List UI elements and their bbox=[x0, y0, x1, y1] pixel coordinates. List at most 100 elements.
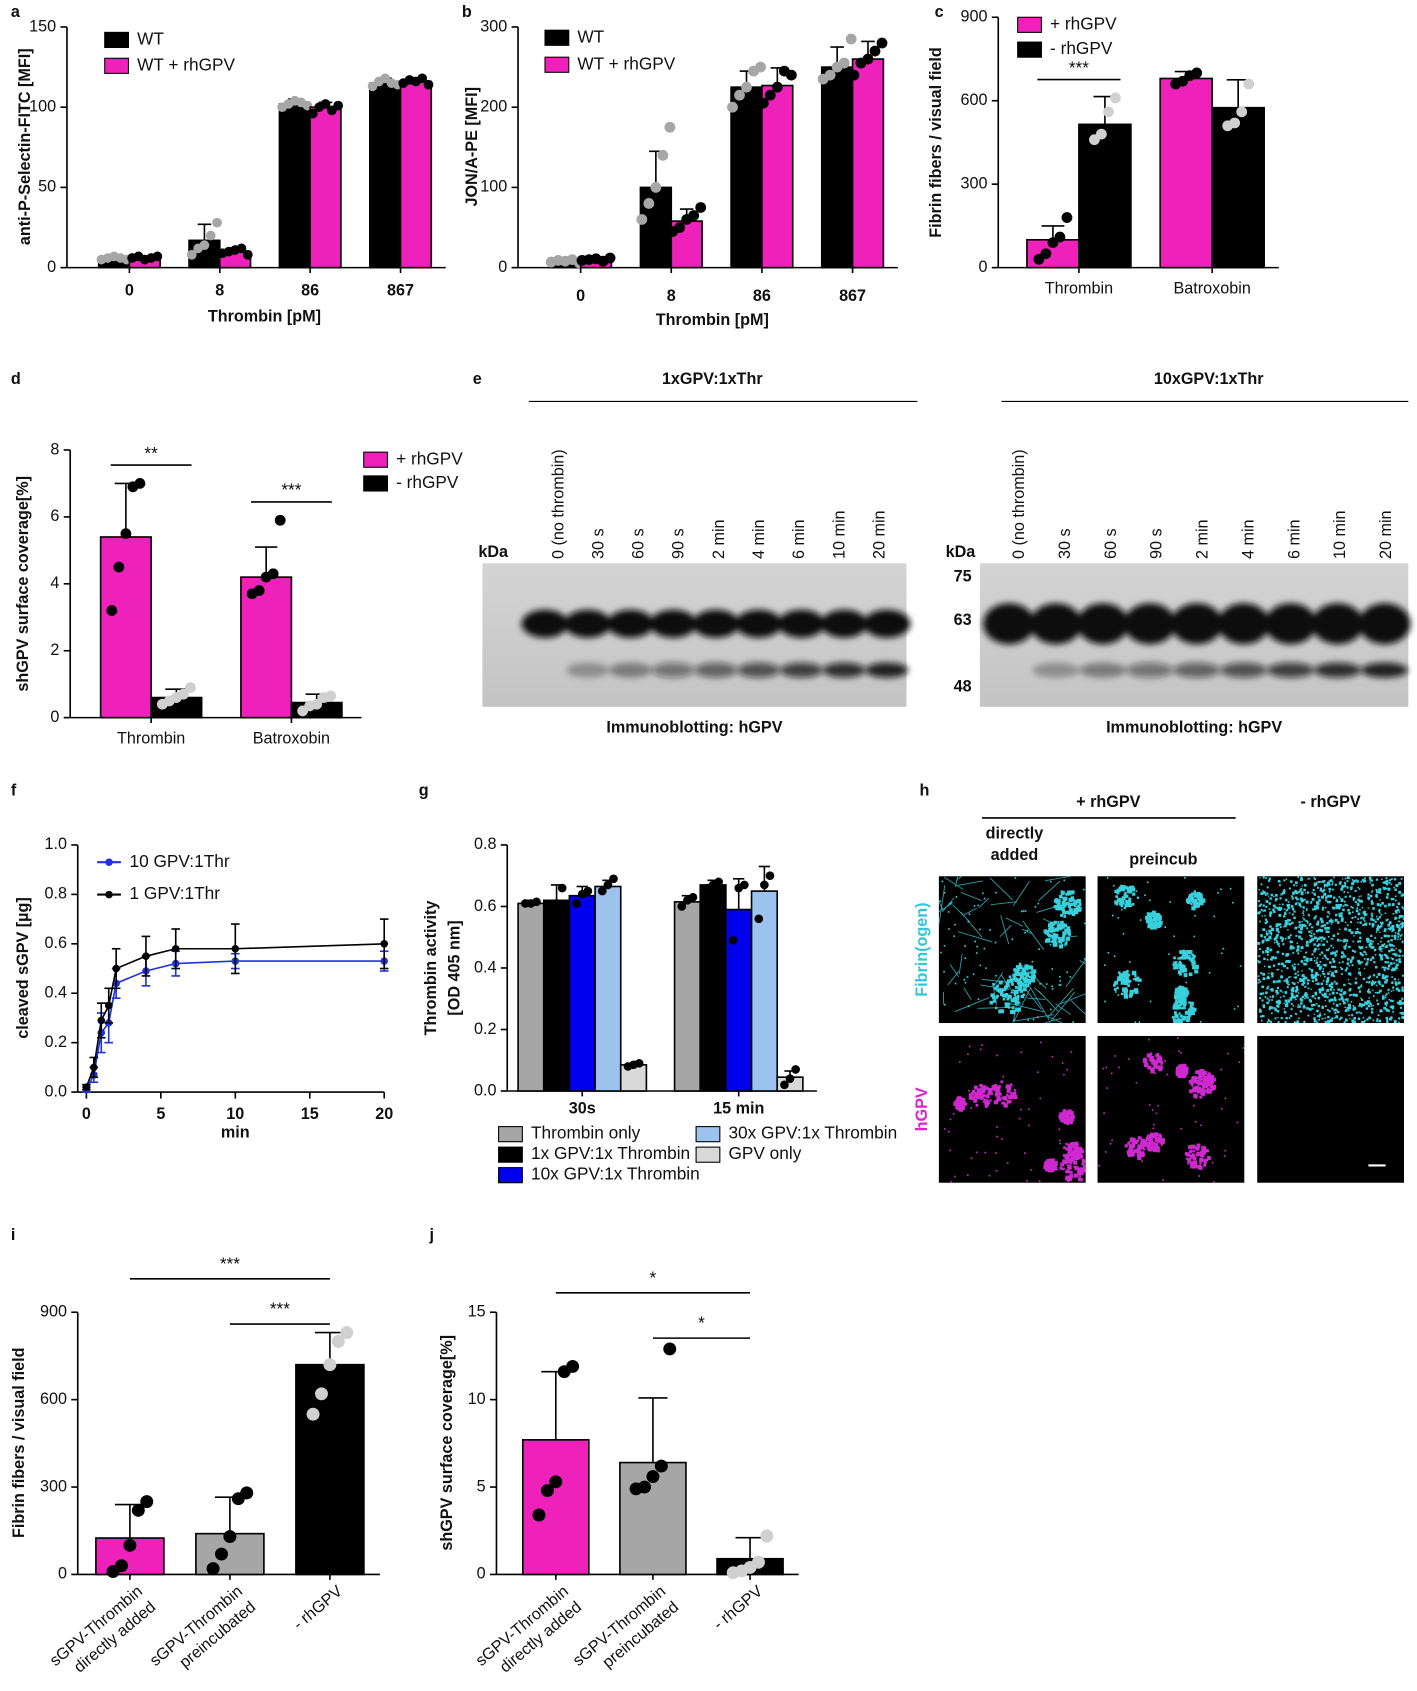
data-point bbox=[862, 53, 874, 65]
data-point bbox=[223, 1530, 237, 1544]
band-48 bbox=[1173, 662, 1221, 678]
row-label: Fibrin(ogen) bbox=[913, 902, 931, 996]
unit-label: kDa bbox=[946, 543, 977, 561]
data-point bbox=[566, 1359, 580, 1373]
data-point bbox=[791, 1065, 800, 1074]
x-tick-label: 0 bbox=[576, 287, 585, 305]
data-point bbox=[253, 585, 265, 596]
band-48 bbox=[865, 662, 909, 678]
x-tick-label: 0 bbox=[125, 282, 134, 300]
y-tick-label: 0.8 bbox=[474, 835, 496, 853]
bar bbox=[673, 901, 702, 1092]
bar bbox=[309, 106, 342, 269]
y-tick-label: 100 bbox=[480, 178, 507, 196]
lane-label: 4 min bbox=[1239, 519, 1257, 559]
error-bar bbox=[735, 1536, 765, 1559]
y-tick-label: 6 bbox=[50, 507, 59, 525]
lane-label: 20 min bbox=[1377, 510, 1395, 559]
gel-title: 10xGPV:1xThr bbox=[1154, 370, 1264, 388]
y-tick-label: 0.4 bbox=[44, 984, 66, 1002]
bar bbox=[619, 1461, 687, 1576]
x-axis-label: Thrombin [pM] bbox=[208, 308, 321, 326]
data-point bbox=[113, 561, 125, 573]
bar bbox=[725, 908, 753, 1092]
data-point bbox=[824, 69, 836, 81]
data-point bbox=[97, 1016, 106, 1025]
band-63 bbox=[735, 609, 783, 638]
row-label: hGPV bbox=[913, 1087, 931, 1131]
data-point bbox=[760, 880, 769, 890]
data-point bbox=[572, 899, 581, 908]
data-point bbox=[206, 1562, 220, 1576]
data-point bbox=[757, 97, 769, 109]
data-point bbox=[115, 1559, 128, 1573]
y-tick-label: 10 bbox=[468, 1390, 486, 1408]
data-point bbox=[231, 944, 240, 953]
band-63 bbox=[1030, 603, 1082, 645]
data-point bbox=[142, 952, 150, 960]
x-tick-label: Thrombin bbox=[117, 729, 185, 747]
y-tick-label: 0.6 bbox=[44, 934, 66, 952]
y-tick-label: 900 bbox=[960, 8, 987, 26]
lane-label: 6 min bbox=[790, 519, 808, 559]
data-point bbox=[688, 210, 700, 221]
lane-label: 60 s bbox=[630, 528, 648, 559]
column-label: preincub bbox=[1129, 850, 1197, 868]
band-63 bbox=[863, 609, 911, 638]
band-63 bbox=[777, 609, 825, 638]
y-tick-label: 15 bbox=[468, 1303, 486, 1321]
bar bbox=[369, 82, 402, 269]
data-point bbox=[90, 1063, 98, 1072]
lane-label: 4 min bbox=[750, 519, 768, 559]
band-63 bbox=[521, 609, 569, 638]
band-48 bbox=[1267, 662, 1315, 678]
lane-label: 10 min bbox=[830, 510, 848, 559]
data-point bbox=[205, 230, 216, 241]
lane-label: 60 s bbox=[1102, 528, 1120, 559]
band-48 bbox=[609, 662, 652, 678]
data-point bbox=[751, 1555, 765, 1569]
band-63 bbox=[1264, 603, 1317, 645]
data-point bbox=[765, 871, 775, 881]
legend-label: GPV only bbox=[728, 1143, 801, 1163]
data-point bbox=[236, 243, 247, 254]
panel-letter: e bbox=[473, 370, 482, 388]
legend-swatch bbox=[498, 1146, 523, 1163]
data-point bbox=[540, 1484, 554, 1498]
data-point bbox=[325, 690, 337, 702]
legend-label: WT + rhGPV bbox=[137, 54, 235, 74]
legend-swatch bbox=[544, 29, 570, 46]
data-point bbox=[171, 944, 180, 953]
y-tick-label: 200 bbox=[480, 97, 507, 115]
bar bbox=[99, 536, 152, 719]
band-63 bbox=[1358, 603, 1411, 645]
micrograph bbox=[1257, 876, 1405, 1024]
x-tick-label: 10 bbox=[226, 1105, 244, 1123]
micrograph-signal bbox=[1098, 1037, 1245, 1183]
data-point bbox=[785, 69, 797, 81]
y-axis-label: Thrombin activity bbox=[422, 901, 440, 1036]
data-point bbox=[1110, 92, 1121, 104]
legend-label: 1 GPV:1Thr bbox=[130, 883, 221, 903]
data-point bbox=[423, 79, 434, 90]
lane-label: 90 s bbox=[670, 528, 688, 559]
y-axis-label: [OD 405 nm] bbox=[446, 920, 464, 1015]
panel-letter: c bbox=[935, 3, 944, 21]
significance-label: *** bbox=[270, 1299, 290, 1319]
micrograph-bg bbox=[1257, 1035, 1405, 1183]
band-63 bbox=[692, 609, 740, 638]
data-point bbox=[848, 69, 860, 81]
x-tick-label: 5 bbox=[156, 1105, 165, 1123]
data-point bbox=[634, 1059, 644, 1068]
data-point bbox=[242, 249, 253, 260]
legend-swatch bbox=[1017, 41, 1042, 58]
data-point bbox=[120, 528, 132, 540]
y-tick-label: 0.2 bbox=[474, 1020, 496, 1038]
data-point bbox=[876, 37, 888, 49]
data-point bbox=[740, 880, 749, 890]
y-tick-label: 50 bbox=[38, 178, 56, 196]
micrograph bbox=[938, 875, 1087, 1024]
y-tick-label: 0 bbox=[50, 708, 59, 726]
